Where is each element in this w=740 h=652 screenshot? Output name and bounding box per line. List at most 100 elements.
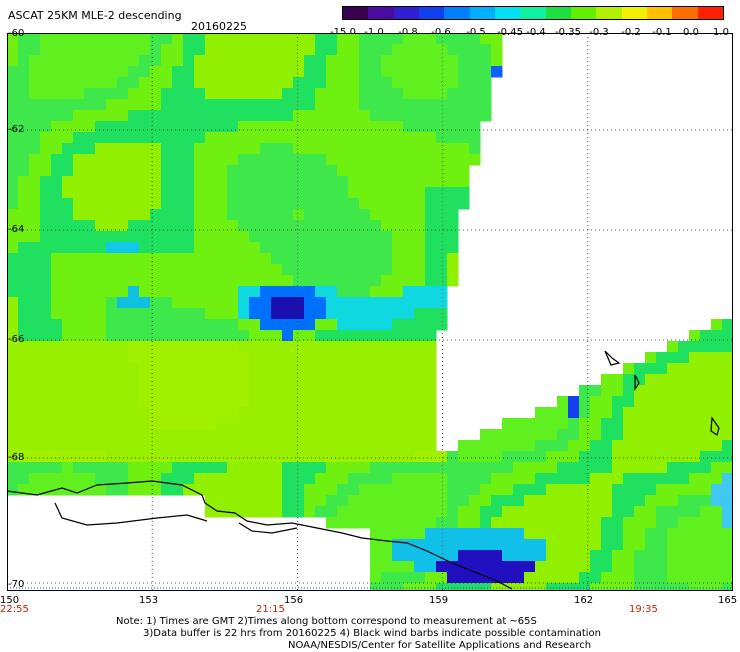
wind-cell [678, 506, 690, 518]
wind-cell [491, 429, 503, 441]
wind-cell [557, 561, 569, 573]
wind-cell [436, 451, 448, 463]
wind-cell [612, 451, 624, 463]
wind-cell [62, 242, 74, 254]
wind-cell [579, 517, 591, 529]
wind-cell [183, 319, 195, 331]
wind-cell [51, 220, 63, 232]
colorbar-label: -0.1 [652, 27, 672, 38]
wind-cell [546, 495, 558, 507]
wind-cell [304, 154, 316, 166]
wind-cell [172, 473, 184, 485]
wind-cell [172, 484, 184, 496]
wind-cell [183, 220, 195, 232]
wind-cell [139, 110, 151, 122]
wind-cell [62, 429, 74, 441]
wind-cell [315, 473, 327, 485]
wind-cell [18, 176, 30, 188]
wind-cell [634, 385, 646, 397]
wind-cell [161, 220, 173, 232]
axis-label: 156 [284, 595, 304, 606]
wind-cell [18, 121, 30, 133]
colorbar-label: -1.0 [364, 27, 384, 38]
wind-cell [590, 484, 602, 496]
wind-cell [601, 407, 613, 419]
wind-cell [40, 374, 52, 386]
wind-cell [29, 319, 41, 331]
wind-cell [194, 165, 206, 177]
wind-cell [392, 341, 404, 353]
wind-cell [348, 132, 360, 144]
wind-cell [249, 330, 261, 342]
wind-cell [73, 352, 85, 364]
wind-cell [51, 154, 63, 166]
wind-cell [315, 99, 327, 111]
wind-cell [161, 341, 173, 353]
wind-cell [458, 539, 470, 551]
wind-cell [645, 363, 657, 375]
wind-cell [249, 308, 261, 320]
wind-cell [117, 33, 129, 45]
wind-cell [304, 363, 316, 375]
wind-cell [612, 429, 624, 441]
wind-cell [711, 440, 723, 452]
wind-cell [238, 484, 250, 496]
wind-cell [18, 319, 30, 331]
wind-cell [590, 396, 602, 408]
wind-cell [535, 462, 547, 474]
wind-cell [689, 418, 701, 430]
wind-cell [106, 66, 118, 78]
wind-cell [216, 165, 228, 177]
wind-cell [194, 187, 206, 199]
wind-cell [7, 99, 19, 111]
colorbar-label: -0.5 [466, 27, 486, 38]
wind-cell [480, 44, 492, 56]
wind-cell [227, 352, 239, 364]
wind-cell [172, 242, 184, 254]
wind-cell [546, 550, 558, 562]
wind-cell [216, 44, 228, 56]
wind-cell [271, 473, 283, 485]
wind-cell [271, 396, 283, 408]
wind-cell [95, 154, 107, 166]
wind-cell [139, 242, 151, 254]
wind-cell [293, 275, 305, 287]
wind-cell [414, 506, 426, 518]
wind-cell [579, 396, 591, 408]
wind-cell [524, 572, 536, 584]
wind-cell [7, 242, 19, 254]
wind-cell [260, 286, 272, 298]
wind-cell [73, 187, 85, 199]
wind-cell [414, 330, 426, 342]
wind-cell [381, 143, 393, 155]
wind-cell [260, 55, 272, 67]
wind-cell [227, 264, 239, 276]
wind-cell [612, 462, 624, 474]
wind-cell [381, 374, 393, 386]
wind-cell [271, 66, 283, 78]
wind-cell [326, 231, 338, 243]
wind-cell [18, 429, 30, 441]
wind-cell [348, 385, 360, 397]
wind-cell [62, 363, 74, 375]
wind-cell [480, 473, 492, 485]
wind-cell [700, 484, 712, 496]
wind-cell [667, 363, 679, 375]
wind-cell [326, 220, 338, 232]
wind-cell [139, 385, 151, 397]
wind-cell [18, 352, 30, 364]
wind-cell [469, 550, 481, 562]
wind-cell [161, 275, 173, 287]
wind-cell [194, 121, 206, 133]
wind-cell [227, 418, 239, 430]
colorbar-label: 1.0 [713, 27, 729, 38]
wind-cell [315, 121, 327, 133]
wind-cell [370, 330, 382, 342]
wind-cell [51, 352, 63, 364]
wind-cell [194, 154, 206, 166]
wind-cell [656, 407, 668, 419]
wind-cell [183, 121, 195, 133]
wind-cell [414, 363, 426, 375]
wind-cell [205, 297, 217, 309]
wind-cell [95, 44, 107, 56]
